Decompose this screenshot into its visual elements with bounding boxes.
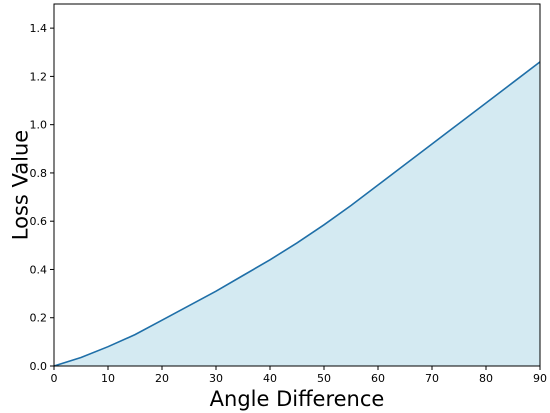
series-line (53, 61, 541, 367)
y-tick-label: 1.0 (30, 119, 48, 132)
x-tick-label: 20 (155, 372, 169, 385)
x-tick-label: 10 (101, 372, 115, 385)
x-tick-label: 70 (425, 372, 439, 385)
x-axis-ticks: 0 10 20 30 40 50 60 70 80 90 (51, 366, 547, 385)
y-tick-label: 0.4 (30, 263, 48, 276)
x-tick-label: 0 (51, 372, 58, 385)
y-tick-label: 1.4 (30, 22, 48, 35)
x-tick-label: 60 (371, 372, 385, 385)
x-tick-label: 80 (479, 372, 493, 385)
area-fill (54, 61, 540, 367)
plot-frame (53, 3, 541, 367)
y-axis-ticks: 0.0 0.2 0.4 0.6 0.8 1.0 1.2 1.4 (30, 22, 54, 373)
x-axis-title: Angle Difference (210, 387, 385, 411)
y-tick-label: 0.0 (30, 360, 48, 373)
x-tick-label: 90 (533, 372, 547, 385)
x-tick-label: 40 (263, 372, 277, 385)
y-tick-label: 0.6 (30, 215, 48, 228)
x-tick-label: 30 (209, 372, 223, 385)
y-tick-label: 1.2 (30, 70, 48, 83)
x-tick-label: 50 (317, 372, 331, 385)
plot-layer (53, 61, 541, 367)
y-tick-label: 0.8 (30, 167, 48, 180)
y-axis-title: Loss Value (8, 130, 32, 240)
y-tick-label: 0.2 (30, 312, 48, 325)
